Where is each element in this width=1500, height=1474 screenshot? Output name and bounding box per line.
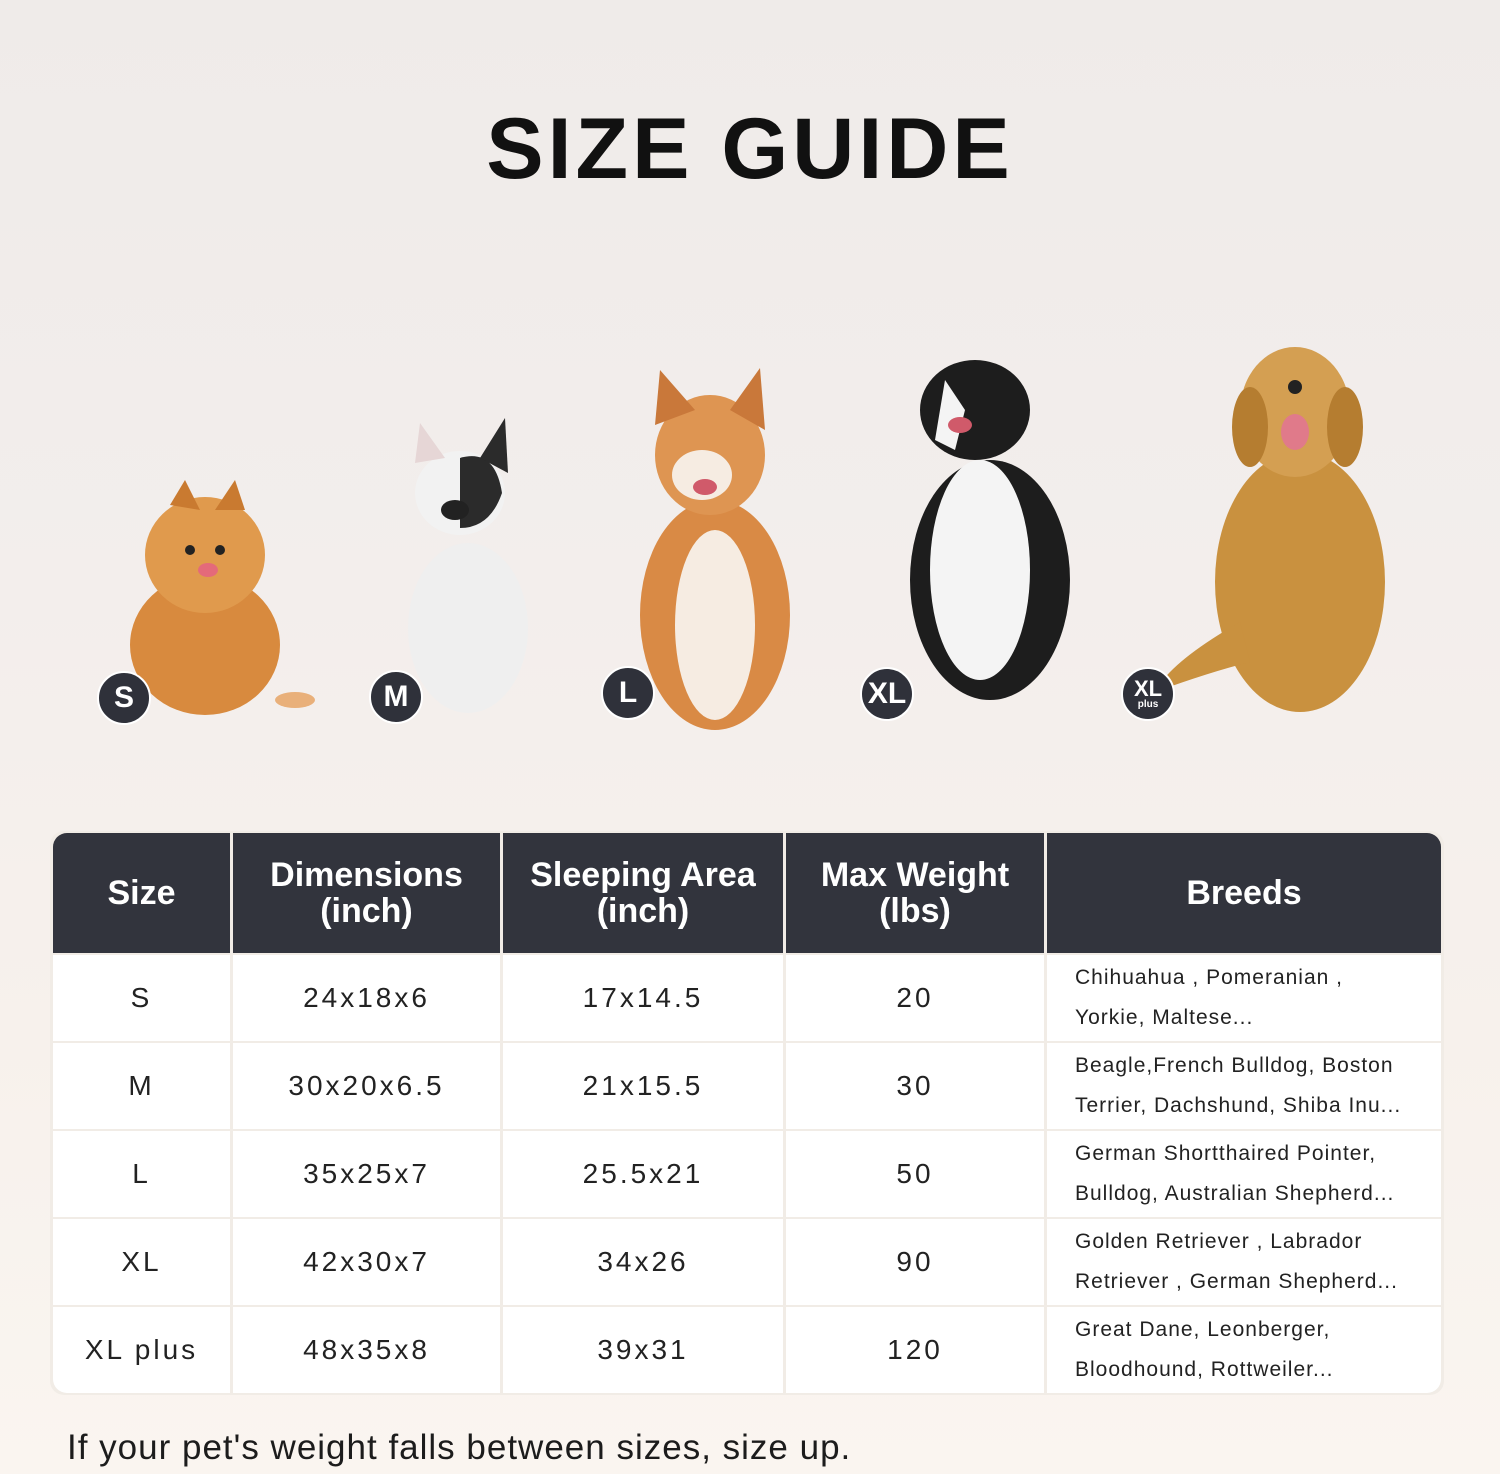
cell-sleeping-area: 25.5x21 bbox=[503, 1131, 783, 1217]
cell-dimensions: 48x35x8 bbox=[233, 1307, 500, 1393]
cell-sleeping-area: 34x26 bbox=[503, 1219, 783, 1305]
table-header-row: Size Dimensions (inch) Sleeping Area (inch… bbox=[53, 833, 1441, 953]
cell-max-weight: 90 bbox=[786, 1219, 1044, 1305]
breeds-line: Terrier, Dachshund, Shiba Inu... bbox=[1075, 1094, 1402, 1117]
cell-max-weight: 50 bbox=[786, 1131, 1044, 1217]
header-dimensions: Dimensions (inch) bbox=[233, 833, 500, 953]
page-title: SIZE GUIDE bbox=[486, 101, 1014, 197]
header-breeds: Breeds bbox=[1047, 833, 1441, 953]
cell-breeds: Great Dane, Leonberger, Bloodhound, Rottw… bbox=[1047, 1307, 1441, 1393]
breeds-line: German Shortthaired Pointer, bbox=[1075, 1142, 1377, 1165]
cell-dimensions: 42x30x7 bbox=[233, 1219, 500, 1305]
table-row: L 35x25x7 25.5x21 50 German Shortthaired Poi… bbox=[53, 1131, 1441, 1217]
size-badge-m: M bbox=[369, 670, 423, 724]
cell-max-weight: 30 bbox=[786, 1043, 1044, 1129]
cell-breeds: Beagle,French Bulldog, Boston Terrier, Da… bbox=[1047, 1043, 1441, 1129]
size-badge-s: S bbox=[97, 671, 151, 725]
cell-sleeping-area: 21x15.5 bbox=[503, 1043, 783, 1129]
breeds-line: Golden Retriever , Labrador bbox=[1075, 1230, 1363, 1253]
size-table: Size Dimensions (inch) Sleeping Area (inch… bbox=[50, 831, 1444, 1395]
breeds-line: Beagle,French Bulldog, Boston bbox=[1075, 1054, 1394, 1077]
cell-size: XL bbox=[53, 1219, 230, 1305]
header-sleeping-area: Sleeping Area (inch) bbox=[503, 833, 783, 953]
footer-note: If your pet's weight falls between sizes… bbox=[67, 1428, 852, 1467]
golden-retriever-image bbox=[1155, 347, 1385, 712]
header-max-weight: Max Weight (lbs) bbox=[786, 833, 1044, 953]
cell-size: S bbox=[53, 955, 230, 1041]
cell-dimensions: 24x18x6 bbox=[233, 955, 500, 1041]
french-bulldog-image bbox=[408, 418, 528, 713]
breeds-line: Chihuahua , Pomeranian , bbox=[1075, 966, 1343, 989]
table-row: XL 42x30x7 34x26 90 Golden Retriever , Labra… bbox=[53, 1219, 1441, 1305]
breeds-line: Retriever , German Shepherd... bbox=[1075, 1270, 1398, 1293]
cell-sleeping-area: 17x14.5 bbox=[503, 955, 783, 1041]
cell-breeds: Golden Retriever , Labrador Retriever , G… bbox=[1047, 1219, 1441, 1305]
cell-size: L bbox=[53, 1131, 230, 1217]
cell-breeds: German Shortthaired Pointer, Bulldog, Aus… bbox=[1047, 1131, 1441, 1217]
cell-size: XL plus bbox=[53, 1307, 230, 1393]
breeds-line: Great Dane, Leonberger, bbox=[1075, 1318, 1331, 1341]
cell-sleeping-area: 39x31 bbox=[503, 1307, 783, 1393]
cell-dimensions: 35x25x7 bbox=[233, 1131, 500, 1217]
size-badge-l: L bbox=[601, 666, 655, 720]
breeds-line: Yorkie, Maltese... bbox=[1075, 1006, 1254, 1029]
size-badge-xl-plus: XL plus bbox=[1121, 667, 1175, 721]
shiba-inu-image bbox=[640, 368, 790, 730]
table-row: S 24x18x6 17x14.5 20 Chihuahua , Pomeranian … bbox=[53, 955, 1441, 1041]
breeds-line: Bloodhound, Rottweiler... bbox=[1075, 1358, 1334, 1381]
pomeranian-image bbox=[130, 480, 315, 715]
table-row: XL plus 48x35x8 39x31 120 Great Dane, Leonbe… bbox=[53, 1307, 1441, 1393]
cell-max-weight: 20 bbox=[786, 955, 1044, 1041]
cell-max-weight: 120 bbox=[786, 1307, 1044, 1393]
cell-dimensions: 30x20x6.5 bbox=[233, 1043, 500, 1129]
cell-size: M bbox=[53, 1043, 230, 1129]
size-badge-xl: XL bbox=[860, 667, 914, 721]
table-row: M 30x20x6.5 21x15.5 30 Beagle,French Bulldog… bbox=[53, 1043, 1441, 1129]
border-collie-image bbox=[910, 360, 1070, 700]
header-size: Size bbox=[53, 833, 230, 953]
breeds-line: Bulldog, Australian Shepherd... bbox=[1075, 1182, 1395, 1205]
cell-breeds: Chihuahua , Pomeranian , Yorkie, Maltese.… bbox=[1047, 955, 1441, 1041]
